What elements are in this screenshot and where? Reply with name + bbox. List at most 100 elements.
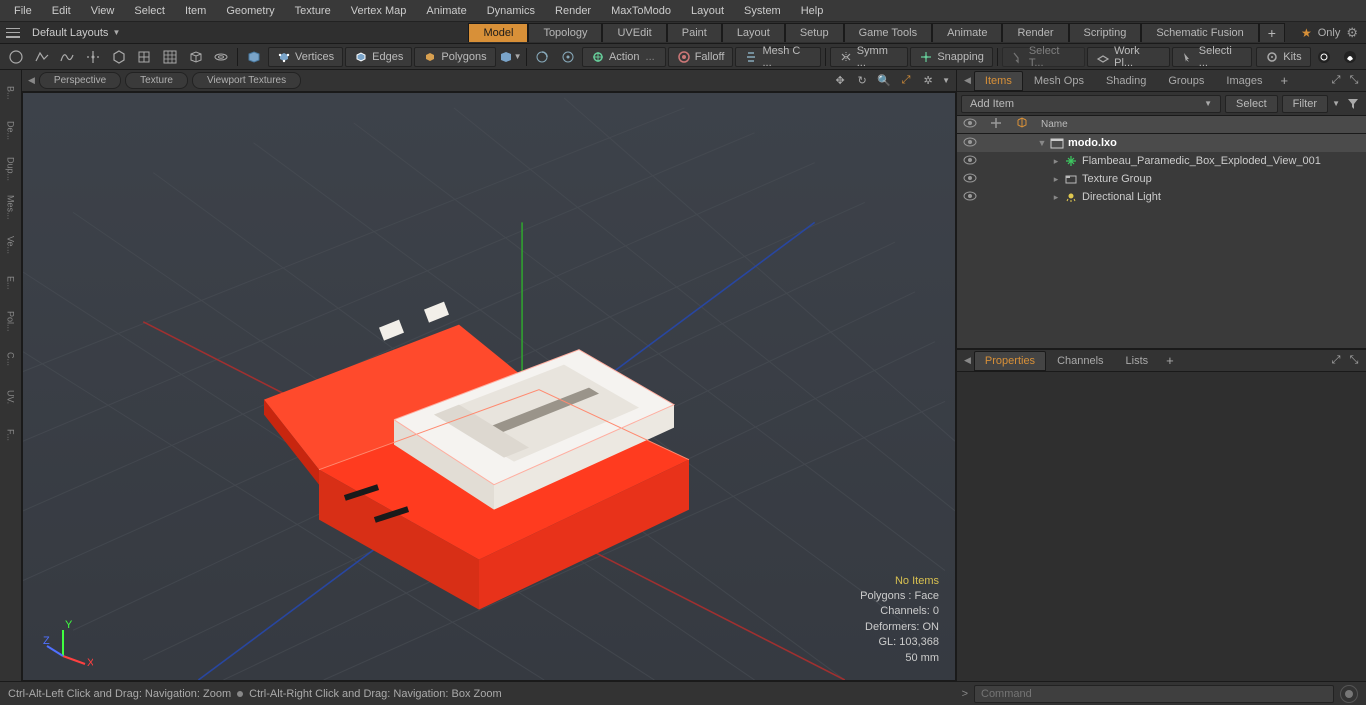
vp-gear-icon[interactable]: ✲: [920, 73, 936, 89]
tab-meshops[interactable]: Mesh Ops: [1023, 71, 1095, 91]
disclosure-icon[interactable]: ▸: [1049, 174, 1063, 185]
viewport-tab-vtextures[interactable]: Viewport Textures: [192, 72, 301, 89]
viewport-tab-perspective[interactable]: Perspective: [39, 72, 121, 89]
lefttab-edge[interactable]: E...: [0, 264, 21, 302]
workplane-button[interactable]: Work Pl...: [1087, 47, 1170, 67]
tab-add[interactable]: +: [1274, 70, 1296, 91]
tab-properties[interactable]: Properties: [974, 351, 1046, 371]
prim-torus-icon[interactable]: [210, 47, 234, 67]
layouttab-game-tools[interactable]: Game Tools: [844, 23, 933, 42]
lefttab-curve[interactable]: C...: [0, 340, 21, 378]
prim-polyline-icon[interactable]: [30, 47, 54, 67]
layouttab-scripting[interactable]: Scripting: [1069, 23, 1142, 42]
sel-materials-icon[interactable]: ▼: [498, 47, 522, 67]
layouttab-layout[interactable]: Layout: [722, 23, 785, 42]
layouttab-model[interactable]: Model: [468, 23, 528, 42]
hamburger-icon[interactable]: [6, 28, 20, 38]
tab-channels[interactable]: Channels: [1046, 351, 1114, 371]
gear-icon[interactable]: ⚙: [1346, 25, 1358, 41]
vp-maximize-icon[interactable]: ⤢: [898, 73, 914, 89]
menu-file[interactable]: File: [4, 2, 42, 20]
prim-spline-icon[interactable]: [55, 47, 79, 67]
symmetry-button[interactable]: Symm ...: [830, 47, 909, 67]
prim-circle-icon[interactable]: [4, 47, 28, 67]
menu-texture[interactable]: Texture: [285, 2, 341, 20]
viewport-3d[interactable]: No Items Polygons : Face Channels: 0 Def…: [22, 92, 956, 681]
disclosure-icon[interactable]: ▸: [1049, 156, 1063, 167]
menu-view[interactable]: View: [81, 2, 125, 20]
unreal-icon[interactable]: [1338, 47, 1362, 67]
prim-hex-icon[interactable]: [107, 47, 131, 67]
lefttab-deform[interactable]: De...: [0, 112, 21, 150]
lefttab-vertex[interactable]: Ve...: [0, 226, 21, 264]
disclosure-icon[interactable]: ▸: [1049, 192, 1063, 203]
lefttab-basic[interactable]: B...: [0, 74, 21, 112]
layouttab-paint[interactable]: Paint: [667, 23, 722, 42]
tab-groups[interactable]: Groups: [1157, 71, 1215, 91]
tab-shading[interactable]: Shading: [1095, 71, 1157, 91]
select-through-button[interactable]: Select T...: [1002, 47, 1085, 67]
tab-items[interactable]: Items: [974, 71, 1023, 91]
layouttab-topology[interactable]: Topology: [528, 23, 602, 42]
sel-cube-icon[interactable]: [242, 47, 266, 67]
layouttab-animate[interactable]: Animate: [932, 23, 1002, 42]
vr-icon[interactable]: [1313, 47, 1337, 67]
tree-scene-row[interactable]: ▼ modo.lxo: [957, 134, 1366, 152]
nav-pan-icon[interactable]: [556, 47, 580, 67]
menu-system[interactable]: System: [734, 2, 791, 20]
axis-gizmo[interactable]: X Y Z: [43, 616, 93, 666]
panel-expand-icon[interactable]: ⤢: [1328, 353, 1344, 369]
panel-collapse-icon[interactable]: ⤡: [1346, 73, 1362, 89]
record-button[interactable]: [1340, 685, 1358, 703]
viewport-tab-texture[interactable]: Texture: [125, 72, 188, 89]
col-visibility-icon[interactable]: [957, 118, 983, 131]
panel-expand-icon[interactable]: ⤢: [1328, 73, 1344, 89]
layout-dropdown[interactable]: Default Layouts ▼: [26, 25, 126, 41]
lefttab-f[interactable]: F...: [0, 416, 21, 454]
col-selectable-icon[interactable]: [983, 117, 1009, 132]
select-button[interactable]: Select: [1225, 95, 1278, 113]
select-polygons-button[interactable]: Polygons: [414, 47, 495, 67]
tree-item-row[interactable]: ▸Directional Light: [957, 188, 1366, 206]
menu-dynamics[interactable]: Dynamics: [477, 2, 545, 20]
prim-grid2-icon[interactable]: [158, 47, 182, 67]
snapping-button[interactable]: Snapping: [910, 47, 993, 67]
vp-move-icon[interactable]: ✥: [832, 73, 848, 89]
menu-help[interactable]: Help: [791, 2, 834, 20]
menu-geometry[interactable]: Geometry: [216, 2, 284, 20]
layouttab-schematic-fusion[interactable]: Schematic Fusion: [1141, 23, 1258, 42]
add-item-button[interactable]: Add Item ▼: [961, 95, 1221, 113]
lefttab-mesh[interactable]: Mes...: [0, 188, 21, 226]
layouttab-uvedit[interactable]: UVEdit: [602, 23, 666, 42]
prim-point-icon[interactable]: [81, 47, 105, 67]
disclosure-icon[interactable]: ▼: [1035, 138, 1049, 148]
nav-orbit-icon[interactable]: [531, 47, 555, 67]
action-center-button[interactable]: Action...: [582, 47, 666, 67]
falloff-button[interactable]: Falloff: [668, 47, 734, 67]
funnel-icon[interactable]: [1344, 95, 1362, 113]
layouttab-setup[interactable]: Setup: [785, 23, 844, 42]
command-input[interactable]: [974, 685, 1334, 703]
prim-cube-icon[interactable]: [184, 47, 208, 67]
menu-animate[interactable]: Animate: [416, 2, 476, 20]
mesh-constraint-button[interactable]: Mesh C ...: [735, 47, 820, 67]
chevron-down-icon[interactable]: ▼: [942, 76, 950, 85]
menu-maxtomodo[interactable]: MaxToModo: [601, 2, 681, 20]
menu-render[interactable]: Render: [545, 2, 601, 20]
tab-lower-add[interactable]: +: [1159, 350, 1181, 371]
tree-item-row[interactable]: ▸Texture Group: [957, 170, 1366, 188]
menu-item[interactable]: Item: [175, 2, 216, 20]
layout-add-tab[interactable]: +: [1259, 23, 1285, 42]
layouttab-render[interactable]: Render: [1002, 23, 1068, 42]
filter-button[interactable]: Filter: [1282, 95, 1328, 113]
col-name-header[interactable]: Name: [1035, 119, 1366, 130]
menu-edit[interactable]: Edit: [42, 2, 81, 20]
panel-collapse-icon[interactable]: ⤡: [1346, 353, 1362, 369]
tab-images[interactable]: Images: [1215, 71, 1273, 91]
menu-vertex-map[interactable]: Vertex Map: [341, 2, 417, 20]
select-edges-button[interactable]: Edges: [345, 47, 412, 67]
prim-grid-icon[interactable]: [133, 47, 157, 67]
vp-zoom-icon[interactable]: 🔍: [876, 73, 892, 89]
menu-layout[interactable]: Layout: [681, 2, 734, 20]
menu-select[interactable]: Select: [124, 2, 175, 20]
